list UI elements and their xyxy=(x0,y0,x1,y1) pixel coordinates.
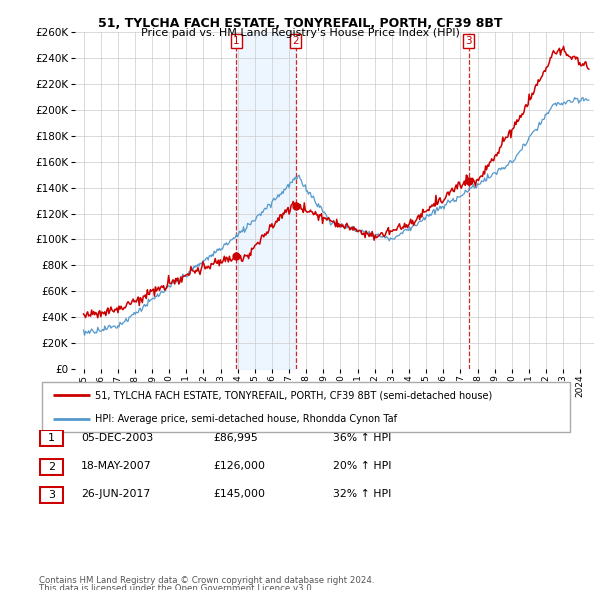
FancyBboxPatch shape xyxy=(40,459,63,474)
Text: £86,995: £86,995 xyxy=(213,433,258,442)
Text: Contains HM Land Registry data © Crown copyright and database right 2024.: Contains HM Land Registry data © Crown c… xyxy=(39,576,374,585)
Text: £145,000: £145,000 xyxy=(213,490,265,499)
Text: This data is licensed under the Open Government Licence v3.0.: This data is licensed under the Open Gov… xyxy=(39,584,314,590)
Text: £126,000: £126,000 xyxy=(213,461,265,471)
FancyBboxPatch shape xyxy=(40,431,63,447)
Text: 36% ↑ HPI: 36% ↑ HPI xyxy=(333,433,391,442)
Text: 51, TYLCHA FACH ESTATE, TONYREFAIL, PORTH, CF39 8BT (semi-detached house): 51, TYLCHA FACH ESTATE, TONYREFAIL, PORT… xyxy=(95,390,492,400)
Text: Price paid vs. HM Land Registry's House Price Index (HPI): Price paid vs. HM Land Registry's House … xyxy=(140,28,460,38)
Text: 20% ↑ HPI: 20% ↑ HPI xyxy=(333,461,392,471)
Text: 05-DEC-2003: 05-DEC-2003 xyxy=(81,433,153,442)
Text: 26-JUN-2017: 26-JUN-2017 xyxy=(81,490,150,499)
Text: HPI: Average price, semi-detached house, Rhondda Cynon Taf: HPI: Average price, semi-detached house,… xyxy=(95,414,397,424)
Text: 1: 1 xyxy=(48,434,55,443)
Text: 3: 3 xyxy=(48,490,55,500)
Text: 18-MAY-2007: 18-MAY-2007 xyxy=(81,461,152,471)
Text: 2: 2 xyxy=(48,462,55,471)
FancyBboxPatch shape xyxy=(40,487,63,503)
Text: 51, TYLCHA FACH ESTATE, TONYREFAIL, PORTH, CF39 8BT: 51, TYLCHA FACH ESTATE, TONYREFAIL, PORT… xyxy=(98,17,502,30)
Text: 32% ↑ HPI: 32% ↑ HPI xyxy=(333,490,391,499)
Text: 2: 2 xyxy=(292,37,299,47)
Text: 3: 3 xyxy=(466,37,472,47)
FancyBboxPatch shape xyxy=(42,382,570,432)
Text: 1: 1 xyxy=(233,37,239,47)
